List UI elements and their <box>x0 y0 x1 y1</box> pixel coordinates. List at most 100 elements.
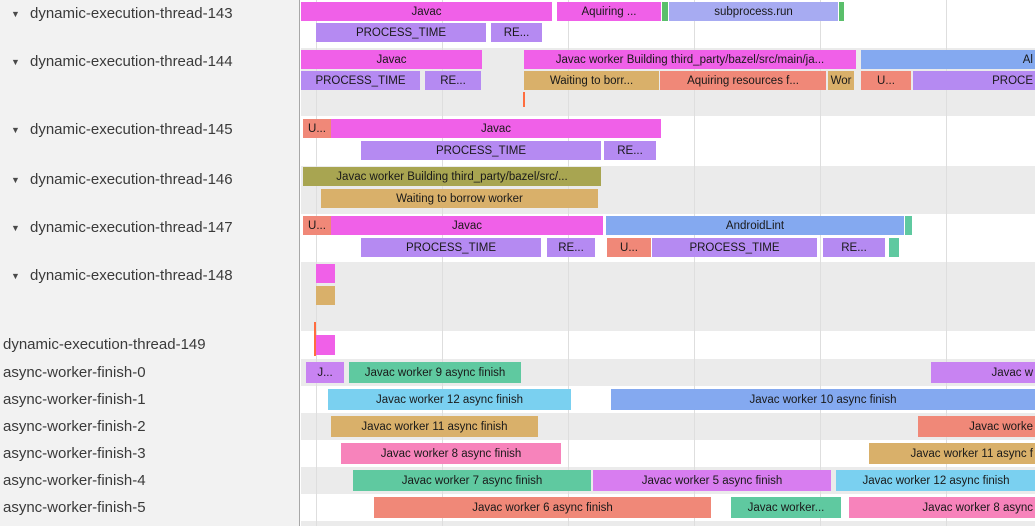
track-header-dynamic-execution-thread-149[interactable]: dynamic-execution-thread-149 <box>0 331 299 359</box>
trace-slice[interactable]: Javac worker 9 async finish <box>349 362 521 383</box>
trace-slice[interactable]: Javac worker 10 async finish <box>611 389 1035 410</box>
track-lane-async-worker-finish-4: Javac worker 7 async finish Javac worker … <box>301 467 1035 494</box>
track-header-async-worker-finish-5[interactable]: async-worker-finish-5 <box>0 494 299 521</box>
trace-slice[interactable] <box>905 216 912 235</box>
slice-label: U... <box>620 241 638 254</box>
trace-slice[interactable]: U... <box>607 238 651 257</box>
track-header-async-worker-finish-4[interactable]: async-worker-finish-4 <box>0 467 299 494</box>
trace-slice[interactable] <box>316 286 335 305</box>
expand-arrow-icon[interactable]: ▼ <box>11 9 20 19</box>
track-lane-async-worker-finish-1: Javac worker 12 async finish Javac worker… <box>301 386 1035 413</box>
trace-slice[interactable]: U... <box>303 119 331 138</box>
track-header-async-worker-finish-2[interactable]: async-worker-finish-2 <box>0 413 299 440</box>
trace-slice[interactable]: RE... <box>547 238 595 257</box>
trace-slice[interactable]: Javac worker 6 async finish <box>374 497 711 518</box>
trace-slice[interactable]: Javac <box>331 119 661 138</box>
gridline <box>442 0 443 526</box>
trace-slice[interactable]: Javac <box>331 216 603 235</box>
trace-slice[interactable]: Javac worker 8 async <box>849 497 1035 518</box>
slice-label: Javac <box>411 5 442 18</box>
instant-event-marker[interactable] <box>523 92 525 107</box>
trace-slice[interactable]: Al <box>861 50 1035 69</box>
trace-slice[interactable] <box>316 264 335 283</box>
track-lane-dynamic-execution-thread-146: Javac worker Building third_party/bazel/… <box>301 166 1035 214</box>
timeline-canvas[interactable]: Javac Aquiring ... subprocess.run PROCESS_T… <box>301 0 1035 526</box>
instant-event-marker[interactable] <box>314 322 316 356</box>
slice-label: Javac worker 6 async finish <box>472 501 613 514</box>
expand-arrow-icon[interactable]: ▼ <box>11 175 20 185</box>
track-lane-async-worker-finish-2: Javac worker 11 async finish Javac worke <box>301 413 1035 440</box>
track-header-dynamic-execution-thread-146[interactable]: ▼ dynamic-execution-thread-146 <box>0 166 299 214</box>
track-lane-dynamic-execution-thread-143: Javac Aquiring ... subprocess.run PROCESS_T… <box>301 0 1035 48</box>
trace-slice[interactable]: PROCESS_TIME <box>361 238 541 257</box>
trace-slice[interactable] <box>839 2 844 21</box>
trace-slice[interactable]: Waiting to borrow worker <box>321 189 598 208</box>
slice-label: Waiting to borr... <box>549 74 634 87</box>
track-name-label: dynamic-execution-thread-147 <box>30 219 233 236</box>
trace-slice[interactable]: RE... <box>604 141 656 160</box>
trace-slice[interactable] <box>316 335 335 355</box>
trace-slice[interactable]: PROCE <box>913 71 1035 90</box>
trace-slice[interactable]: Javac worker 12 async finish <box>328 389 571 410</box>
track-header-dynamic-execution-thread-147[interactable]: ▼ dynamic-execution-thread-147 <box>0 214 299 262</box>
trace-slice[interactable]: Wor <box>828 71 854 90</box>
trace-slice[interactable]: Javac w <box>931 362 1035 383</box>
track-header-async-worker-finish-3[interactable]: async-worker-finish-3 <box>0 440 299 467</box>
gridline <box>694 0 695 526</box>
expand-arrow-icon[interactable]: ▼ <box>11 57 20 67</box>
track-header-async-worker-finish-0[interactable]: async-worker-finish-0 <box>0 359 299 386</box>
trace-slice[interactable]: Aquiring resources f... <box>660 71 826 90</box>
slice-label: Javac worker 5 async finish <box>641 474 783 487</box>
expand-arrow-icon[interactable]: ▼ <box>11 125 20 135</box>
slice-label: Javac worker 8 async finish <box>380 447 522 460</box>
slice-label: Javac <box>451 219 483 232</box>
trace-slice[interactable]: Javac worker... <box>731 497 841 518</box>
slice-label: Javac worker Building third_party/bazel/… <box>336 170 568 183</box>
trace-slice[interactable]: RE... <box>823 238 885 257</box>
track-header-dynamic-execution-thread-144[interactable]: ▼ dynamic-execution-thread-144 <box>0 48 299 116</box>
trace-slice[interactable] <box>662 2 668 21</box>
expand-arrow-icon[interactable]: ▼ <box>11 271 20 281</box>
track-lane-partial <box>301 521 1035 526</box>
trace-slice[interactable]: RE... <box>425 71 481 90</box>
trace-slice[interactable]: Javac <box>301 50 482 69</box>
track-name-label: async-worker-finish-4 <box>3 472 146 489</box>
trace-slice[interactable]: Waiting to borr... <box>524 71 659 90</box>
slice-label: U... <box>308 122 326 135</box>
slice-label: Javac <box>480 122 512 135</box>
trace-slice[interactable]: Aquiring ... <box>557 2 661 21</box>
trace-slice[interactable]: AndroidLint <box>606 216 904 235</box>
slice-label: RE... <box>617 144 643 157</box>
trace-slice[interactable]: Javac worker 5 async finish <box>593 470 831 491</box>
trace-slice[interactable]: J... <box>306 362 344 383</box>
track-header-dynamic-execution-thread-148[interactable]: ▼ dynamic-execution-thread-148 <box>0 262 299 331</box>
gridline <box>568 0 569 526</box>
trace-slice[interactable]: PROCESS_TIME <box>652 238 817 257</box>
trace-slice[interactable]: Javac worker 12 async finish <box>836 470 1035 491</box>
track-header-dynamic-execution-thread-143[interactable]: ▼ dynamic-execution-thread-143 <box>0 0 299 48</box>
trace-slice[interactable]: PROCESS_TIME <box>361 141 601 160</box>
slice-label: PROCESS_TIME <box>405 241 497 254</box>
trace-slice[interactable]: Javac worker Building third_party/bazel/… <box>524 50 856 69</box>
trace-slice[interactable]: Javac worker Building third_party/bazel/… <box>303 167 601 186</box>
trace-slice[interactable]: PROCESS_TIME <box>301 71 420 90</box>
track-header-async-worker-finish-1[interactable]: async-worker-finish-1 <box>0 386 299 413</box>
trace-slice[interactable]: Javac worke <box>918 416 1035 437</box>
track-sidebar: ▼ dynamic-execution-thread-143 ▼ dynamic-ex… <box>0 0 300 526</box>
trace-slice[interactable]: U... <box>861 71 911 90</box>
trace-slice[interactable]: PROCESS_TIME <box>316 23 486 42</box>
trace-slice[interactable]: RE... <box>491 23 542 42</box>
trace-slice[interactable]: Javac <box>301 2 552 21</box>
slice-label: Javac worker... <box>747 501 825 514</box>
track-header-dynamic-execution-thread-145[interactable]: ▼ dynamic-execution-thread-145 <box>0 116 299 166</box>
trace-slice[interactable]: subprocess.run <box>669 2 838 21</box>
trace-slice[interactable]: U... <box>303 216 331 235</box>
trace-slice[interactable]: Javac worker 11 async f <box>869 443 1035 464</box>
trace-slice[interactable]: Javac worker 7 async finish <box>353 470 591 491</box>
slice-label: Javac w <box>991 366 1033 379</box>
slice-label: U... <box>308 219 326 232</box>
trace-slice[interactable]: Javac worker 11 async finish <box>331 416 538 437</box>
trace-slice[interactable]: Javac worker 8 async finish <box>341 443 561 464</box>
expand-arrow-icon[interactable]: ▼ <box>11 223 20 233</box>
trace-slice[interactable] <box>889 238 899 257</box>
